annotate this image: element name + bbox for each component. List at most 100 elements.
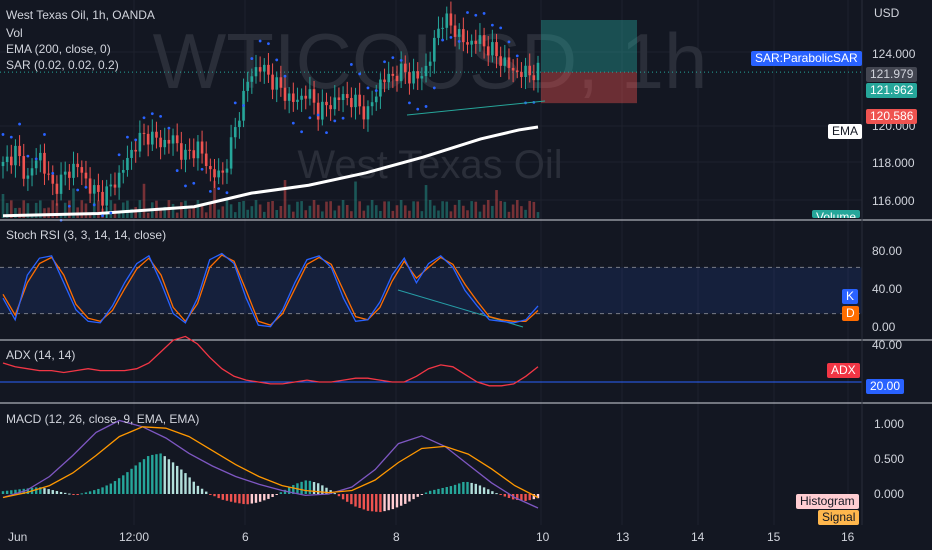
volume-bar bbox=[246, 209, 249, 218]
sar-dot bbox=[449, 35, 453, 39]
stoch-rsi-pane[interactable] bbox=[0, 252, 862, 328]
volume-axis-tag[interactable]: Volume bbox=[812, 210, 861, 218]
sar-dot bbox=[374, 89, 378, 93]
candle-body bbox=[292, 93, 295, 102]
pane-dividers[interactable] bbox=[0, 219, 932, 404]
macd-histogram-bar bbox=[308, 480, 312, 494]
volume-bar bbox=[399, 200, 403, 218]
macd-histogram-bar bbox=[271, 494, 274, 498]
candle-body bbox=[146, 133, 150, 145]
candle-body bbox=[424, 65, 428, 77]
symbol-legend[interactable]: West Texas Oil, 1h, OANDA bbox=[6, 8, 155, 22]
price-tick-124: 124.000 bbox=[872, 47, 916, 61]
time-label-10: 10 bbox=[536, 530, 550, 544]
vol-legend[interactable]: Vol bbox=[6, 26, 23, 40]
volume-bar bbox=[453, 204, 457, 218]
macd-tick-0: 0.000 bbox=[874, 487, 905, 501]
macd-histogram-bar bbox=[209, 494, 212, 495]
sar-dot bbox=[142, 116, 146, 120]
sar-dot bbox=[92, 203, 96, 207]
macd-histogram-bar bbox=[528, 494, 531, 501]
candle-body bbox=[399, 63, 403, 82]
sar-dot bbox=[67, 204, 71, 208]
parabolic-sar-dots[interactable] bbox=[1, 11, 536, 222]
profit-zone bbox=[541, 20, 637, 73]
macd-histogram-bar bbox=[10, 490, 13, 494]
macd-histogram-bar bbox=[387, 494, 390, 511]
macd-histogram-bar bbox=[192, 481, 195, 494]
ema-legend[interactable]: EMA (200, close, 0) bbox=[6, 42, 111, 56]
sar-dot bbox=[383, 60, 386, 64]
adx-title[interactable]: ADX (14, 14) bbox=[6, 348, 76, 362]
sar-dot bbox=[34, 157, 38, 161]
sar-dot bbox=[18, 122, 21, 126]
macd-histogram-bar bbox=[246, 494, 249, 505]
macd-histogram-bar bbox=[279, 492, 283, 494]
candle-body bbox=[428, 61, 432, 66]
stoch-tick-0: 0.00 bbox=[872, 320, 896, 334]
sar-dot bbox=[316, 113, 320, 117]
candle-body bbox=[466, 42, 469, 45]
candle-body bbox=[358, 94, 361, 107]
candle-body bbox=[511, 67, 515, 71]
stoch-rsi-title[interactable]: Stoch RSI (3, 3, 14, 14, close) bbox=[6, 228, 167, 242]
macd-histogram-bar bbox=[391, 494, 395, 510]
macd-pane[interactable] bbox=[1, 419, 540, 513]
volume-bar bbox=[350, 211, 353, 218]
macd-histogram-bar bbox=[101, 487, 104, 494]
candlestick-series[interactable] bbox=[1, 1, 540, 218]
macd-histogram-bar bbox=[333, 493, 336, 495]
candle-body bbox=[221, 170, 225, 173]
candle-body bbox=[238, 120, 241, 128]
candle-body bbox=[43, 152, 46, 174]
macd-histogram-bar bbox=[263, 494, 266, 501]
candle-body bbox=[229, 137, 233, 169]
macd-histogram-bar bbox=[375, 494, 378, 512]
long-position-tool[interactable] bbox=[0, 20, 862, 104]
volume-bar bbox=[424, 185, 428, 218]
sar-dot bbox=[51, 171, 55, 175]
candle-body bbox=[250, 76, 254, 82]
macd-histogram-bar bbox=[428, 490, 432, 494]
adx-pane[interactable] bbox=[0, 335, 862, 387]
volume-bar bbox=[515, 200, 519, 218]
macd-histogram-bar bbox=[93, 490, 96, 494]
volume-bar bbox=[14, 208, 17, 218]
volume-bar bbox=[39, 200, 42, 218]
volume-bar bbox=[354, 181, 357, 218]
macd-histogram-bar bbox=[217, 494, 220, 499]
candle-body bbox=[267, 64, 270, 75]
macd-histogram-bar bbox=[105, 485, 108, 494]
candle-body bbox=[312, 89, 316, 103]
ema-200-path bbox=[2, 125, 539, 218]
ema-axis-tag[interactable]: EMA bbox=[828, 124, 863, 139]
macd-histogram-bar bbox=[362, 494, 366, 510]
candle-body bbox=[308, 89, 312, 99]
volume-bar bbox=[159, 209, 162, 218]
volume-bar bbox=[370, 200, 374, 218]
currency-label[interactable]: USD bbox=[874, 6, 900, 20]
sar-axis-tag[interactable]: SAR:ParabolicSAR bbox=[751, 51, 862, 66]
candle-body bbox=[80, 167, 84, 173]
ema-200-line[interactable] bbox=[2, 125, 539, 218]
volume-bar bbox=[209, 202, 212, 218]
candle-body bbox=[408, 72, 411, 84]
macd-histogram-bar bbox=[366, 494, 370, 511]
sar-dot bbox=[175, 169, 179, 172]
candle-body bbox=[507, 57, 511, 68]
macd-histogram-bar bbox=[516, 494, 519, 501]
macd-histogram-bar bbox=[213, 494, 216, 497]
macd-histogram-bar bbox=[520, 494, 523, 501]
macd-histogram-bar bbox=[122, 475, 125, 494]
macd-histogram-bar bbox=[337, 494, 341, 497]
macd-histogram-bar bbox=[370, 494, 374, 512]
macd-histogram-bar bbox=[51, 490, 54, 494]
candle-body bbox=[528, 65, 532, 76]
macd-histogram-bar bbox=[5, 490, 9, 494]
sar-dot bbox=[225, 191, 229, 195]
volume-bar bbox=[18, 207, 21, 218]
macd-title[interactable]: MACD (12, 26, close, 9, EMA, EMA) bbox=[6, 412, 200, 426]
candle-body bbox=[55, 183, 59, 194]
sar-legend[interactable]: SAR (0.02, 0.02, 0.2) bbox=[6, 58, 119, 72]
